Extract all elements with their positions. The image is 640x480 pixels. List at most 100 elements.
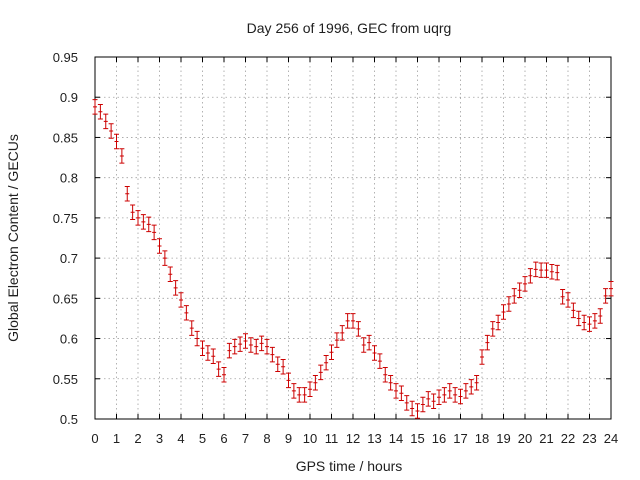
- data-point-errorbar: [205, 345, 211, 361]
- data-point-errorbar: [167, 266, 173, 282]
- data-point-errorbar: [97, 103, 103, 120]
- x-tick-label: 14: [389, 431, 403, 446]
- x-tick-label: 23: [582, 431, 596, 446]
- data-point-errorbar: [135, 210, 141, 226]
- data-point-errorbar: [323, 354, 329, 371]
- x-tick-label: 17: [453, 431, 467, 446]
- data-point-errorbar: [200, 340, 205, 356]
- data-point-errorbar: [420, 396, 426, 413]
- data-point-errorbar: [484, 334, 490, 351]
- x-tick-label: 2: [134, 431, 141, 446]
- data-point-errorbar: [597, 308, 603, 324]
- data-point-errorbar: [538, 262, 544, 278]
- data-point-errorbar: [232, 338, 238, 355]
- x-axis-label: GPS time / hours: [296, 458, 403, 474]
- data-point-errorbar: [468, 379, 474, 395]
- y-tick-label: 0.8: [60, 171, 78, 186]
- data-point-errorbar: [302, 387, 308, 403]
- data-point-errorbar: [307, 381, 313, 397]
- y-tick-label: 0.7: [60, 251, 78, 266]
- data-point-errorbar: [441, 387, 447, 403]
- data-point-errorbar: [318, 364, 324, 381]
- data-point-errorbar: [463, 383, 469, 399]
- data-point-errorbar: [533, 261, 539, 278]
- data-point-errorbar: [382, 367, 388, 383]
- data-point-errorbar: [221, 367, 227, 383]
- data-point-errorbar: [296, 387, 302, 403]
- data-point-errorbar: [189, 320, 195, 336]
- data-point-errorbar: [269, 346, 275, 363]
- data-point-errorbar: [393, 383, 399, 399]
- data-point-errorbar: [527, 268, 533, 284]
- data-point-errorbar: [286, 372, 291, 389]
- x-tick-label: 22: [561, 431, 575, 446]
- data-point-errorbar: [398, 385, 404, 401]
- y-tick-label: 0.6: [60, 332, 78, 347]
- data-point-errorbar: [587, 316, 592, 332]
- data-point-errorbar: [140, 214, 146, 230]
- x-tick-label: 1: [113, 431, 120, 446]
- data-point-errorbar: [280, 358, 286, 375]
- data-point-errorbar: [124, 186, 130, 202]
- data-point-errorbar: [490, 321, 496, 337]
- x-tick-label: 24: [604, 431, 618, 446]
- data-point-errorbar: [339, 325, 345, 341]
- x-tick-label: 3: [156, 431, 163, 446]
- x-tick-label: 9: [285, 431, 292, 446]
- data-point-errorbar: [119, 148, 125, 164]
- x-tick-label: 19: [496, 431, 510, 446]
- x-tick-label: 6: [220, 431, 227, 446]
- data-point-errorbar: [570, 302, 576, 319]
- data-point-errorbar: [425, 391, 431, 407]
- data-point-errorbar: [350, 313, 356, 329]
- x-tick-label: 0: [91, 431, 98, 446]
- data-point-errorbar: [291, 383, 297, 399]
- chart-title: Day 256 of 1996, GEC from uqrg: [247, 20, 452, 36]
- data-point-errorbar: [366, 334, 372, 351]
- y-axis-label: Global Electron Content / GECUs: [5, 134, 21, 342]
- data-point-errorbar: [253, 338, 259, 355]
- data-point-errorbar: [511, 288, 517, 304]
- data-point-errorbar: [608, 280, 614, 297]
- data-layer: [92, 99, 614, 419]
- data-point-errorbar: [501, 304, 506, 320]
- x-tick-labels: 0 1 2 3 4 5 6 7 8 9 10 11 12 13 14 15 16 17 18 19 20 21 22 23 24: [91, 431, 618, 446]
- data-point-errorbar: [216, 361, 222, 377]
- x-tick-label: 21: [539, 431, 553, 446]
- x-tick-label: 11: [325, 431, 339, 446]
- data-point-errorbar: [554, 264, 560, 281]
- data-point-errorbar: [576, 310, 582, 327]
- data-point-errorbar: [565, 292, 571, 308]
- y-tick-label: 0.5: [60, 412, 78, 427]
- data-point-errorbar: [404, 395, 410, 411]
- data-point-errorbar: [436, 389, 442, 406]
- data-point-errorbar: [130, 204, 136, 220]
- x-tick-label: 7: [242, 431, 249, 446]
- x-tick-label: 4: [177, 431, 184, 446]
- data-point-errorbar: [103, 113, 109, 130]
- data-point-errorbar: [226, 342, 232, 359]
- data-point-errorbar: [452, 387, 458, 403]
- data-point-errorbar: [479, 349, 485, 365]
- x-tick-label: 15: [410, 431, 424, 446]
- data-point-errorbar: [173, 280, 179, 296]
- data-point-errorbar: [194, 330, 200, 347]
- data-point-errorbar: [114, 133, 119, 150]
- x-tick-label: 20: [518, 431, 532, 446]
- data-point-errorbar: [162, 250, 168, 266]
- y-tick-label: 0.65: [53, 291, 78, 306]
- data-point-errorbar: [388, 375, 394, 391]
- data-point-errorbar: [549, 264, 555, 280]
- data-point-errorbar: [334, 332, 340, 348]
- data-point-errorbar: [146, 216, 152, 233]
- data-point-errorbar: [92, 99, 98, 115]
- data-point-errorbar: [415, 403, 420, 419]
- x-tick-label: 10: [303, 431, 317, 446]
- y-tick-labels: 0.5 0.55 0.6 0.65 0.7 0.75 0.8 0.85 0.9 0.95: [53, 50, 78, 427]
- data-point-errorbar: [372, 345, 377, 361]
- data-point-errorbar: [157, 238, 162, 254]
- x-tick-label: 16: [432, 431, 446, 446]
- y-tick-label: 0.95: [53, 50, 78, 65]
- grid-layer: [95, 57, 611, 419]
- y-tick-label: 0.85: [53, 130, 78, 145]
